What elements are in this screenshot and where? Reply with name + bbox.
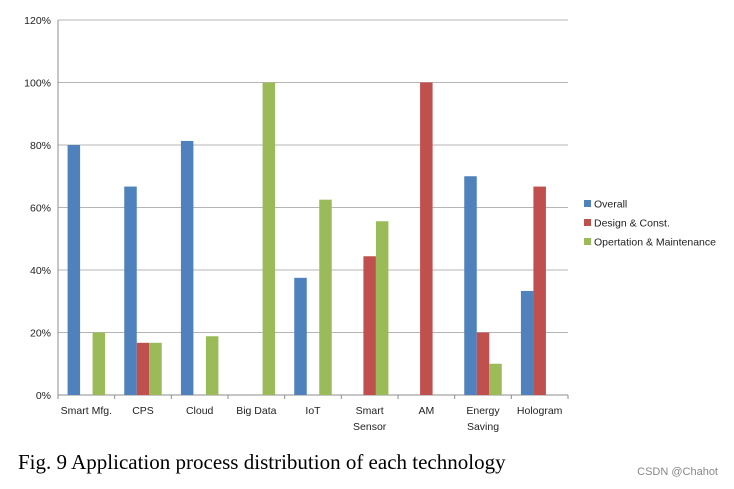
bar <box>92 332 106 395</box>
figure-caption: Fig. 9 Application process distribution … <box>18 450 506 474</box>
bar <box>489 363 502 395</box>
x-tick-label: Energy Saving <box>466 405 500 433</box>
y-tick-label: 40% <box>30 265 51 277</box>
bar <box>149 342 162 395</box>
legend-label: Design & Const. <box>594 218 670 230</box>
y-tick-label: 120% <box>24 15 51 27</box>
x-tick-label: Smart Sensor <box>353 405 387 433</box>
bar <box>262 82 276 395</box>
y-tick-label: 20% <box>30 328 51 340</box>
x-tick-label: AM <box>418 405 434 417</box>
y-tick-label: 100% <box>24 78 51 90</box>
bar <box>319 199 332 395</box>
bar <box>205 336 219 395</box>
bar <box>136 342 150 395</box>
x-tick-label: Hologram <box>517 405 563 417</box>
bar <box>180 140 194 395</box>
y-tick-label: 0% <box>36 390 51 402</box>
bar <box>363 256 376 395</box>
legend-label: Opertation & Maintenance <box>594 237 716 249</box>
bar <box>67 145 81 395</box>
bar <box>464 176 477 395</box>
bar <box>533 186 546 395</box>
x-tick-label: Smart Mfg. <box>61 405 112 417</box>
watermark: CSDN @Chahot <box>637 466 718 478</box>
bar <box>420 82 433 395</box>
bar <box>124 186 137 395</box>
y-tick-label: 60% <box>30 203 51 215</box>
y-tick-label: 80% <box>30 140 51 152</box>
x-tick-label: Cloud <box>186 405 214 417</box>
bar <box>294 277 307 395</box>
chart: 0% 20% 40% 60% 80% 100% 120% Smart Mfg. CPS Cloud… <box>24 15 716 433</box>
x-tick-label: IoT <box>305 405 321 417</box>
legend-swatch <box>584 238 591 245</box>
bar <box>375 221 389 395</box>
bar <box>520 290 534 395</box>
bar <box>476 332 490 395</box>
legend-swatch <box>584 219 591 226</box>
x-tick-label: CPS <box>132 405 154 417</box>
legend-swatch <box>584 200 591 207</box>
x-tick-label: Big Data <box>236 405 276 417</box>
legend-label: Overall <box>594 199 627 211</box>
